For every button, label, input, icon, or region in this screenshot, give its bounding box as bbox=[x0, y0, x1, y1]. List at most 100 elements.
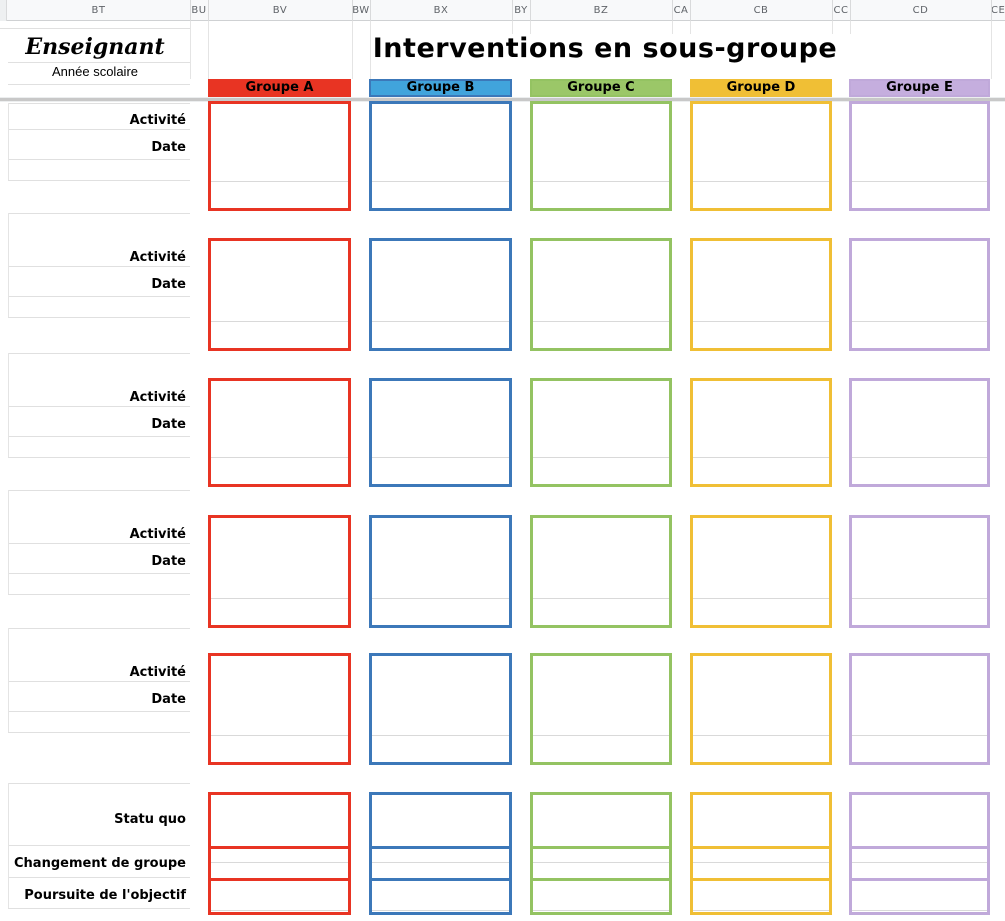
gridline bbox=[512, 21, 513, 34]
ruler-separator bbox=[208, 0, 209, 21]
poursuite-objectif-label[interactable]: Poursuite de l'objectif bbox=[24, 888, 186, 903]
activity-cell-d5[interactable] bbox=[690, 653, 832, 765]
activity-cell-d2[interactable] bbox=[690, 238, 832, 351]
date-label-3[interactable]: Date bbox=[151, 417, 186, 432]
activity-cell-e3[interactable] bbox=[849, 378, 990, 487]
gridline bbox=[693, 910, 829, 911]
teacher-label[interactable]: Enseignant bbox=[25, 34, 165, 60]
column-header-bw[interactable]: BW bbox=[352, 5, 370, 16]
activity-cell-d1[interactable] bbox=[690, 101, 832, 211]
activity-label-3[interactable]: Activité bbox=[129, 390, 186, 405]
gridline bbox=[8, 353, 9, 457]
gridline bbox=[211, 910, 348, 911]
gridline bbox=[693, 457, 829, 458]
gridline bbox=[852, 735, 987, 736]
activity-cell-a1[interactable] bbox=[208, 101, 351, 211]
activity-cell-b5[interactable] bbox=[369, 653, 512, 765]
gridline bbox=[372, 735, 509, 736]
activity-cell-a5[interactable] bbox=[208, 653, 351, 765]
column-header-bu[interactable]: BU bbox=[191, 5, 207, 16]
gridline bbox=[850, 21, 851, 34]
summary-cell-c[interactable] bbox=[530, 792, 672, 915]
date-label-1[interactable]: Date bbox=[151, 140, 186, 155]
summary-cell-e[interactable] bbox=[849, 792, 990, 915]
summary-cell-a[interactable] bbox=[208, 792, 351, 915]
ruler-separator bbox=[370, 0, 371, 21]
date-label-2[interactable]: Date bbox=[151, 277, 186, 292]
page-title[interactable]: Interventions en sous-groupe bbox=[372, 33, 838, 64]
activity-cell-e4[interactable] bbox=[849, 515, 990, 628]
gridline bbox=[8, 681, 190, 682]
gridline bbox=[8, 908, 190, 909]
activity-cell-b4[interactable] bbox=[369, 515, 512, 628]
gridline bbox=[372, 457, 509, 458]
column-header-bx[interactable]: BX bbox=[433, 5, 449, 16]
activity-cell-a2[interactable] bbox=[208, 238, 351, 351]
summary-cell-b[interactable] bbox=[369, 792, 512, 915]
gridline bbox=[991, 21, 992, 79]
gridline bbox=[8, 732, 190, 733]
activity-cell-d4[interactable] bbox=[690, 515, 832, 628]
activity-label-2[interactable]: Activité bbox=[129, 250, 186, 265]
gridline bbox=[8, 783, 9, 908]
activity-cell-a4[interactable] bbox=[208, 515, 351, 628]
column-header-ca[interactable]: CA bbox=[673, 5, 689, 16]
activity-label-4[interactable]: Activité bbox=[129, 527, 186, 542]
gridline bbox=[693, 598, 829, 599]
gridline bbox=[8, 711, 190, 712]
gridline bbox=[8, 62, 190, 63]
activity-label-1[interactable]: Activité bbox=[129, 113, 186, 128]
gridline bbox=[8, 628, 9, 732]
column-header-ce[interactable]: CE bbox=[991, 5, 1005, 16]
statu-quo-label[interactable]: Statu quo bbox=[114, 812, 186, 827]
group-band-d[interactable]: Groupe D bbox=[690, 79, 832, 97]
group-band-e[interactable]: Groupe E bbox=[849, 79, 990, 97]
gridline bbox=[8, 783, 190, 784]
activity-cell-c3[interactable] bbox=[530, 378, 672, 487]
school-year-label[interactable]: Année scolaire bbox=[52, 64, 138, 79]
gridline bbox=[352, 21, 353, 79]
gridline bbox=[211, 735, 348, 736]
activity-cell-c5[interactable] bbox=[530, 653, 672, 765]
ruler-separator bbox=[991, 0, 992, 21]
section-divider bbox=[372, 846, 509, 849]
group-band-a[interactable]: Groupe A bbox=[208, 79, 351, 97]
activity-cell-d3[interactable] bbox=[690, 378, 832, 487]
activity-cell-e2[interactable] bbox=[849, 238, 990, 351]
column-header-cb[interactable]: CB bbox=[753, 5, 769, 16]
activity-cell-b1[interactable] bbox=[369, 101, 512, 211]
gridline bbox=[8, 628, 190, 629]
gridline bbox=[8, 213, 9, 317]
gridline bbox=[8, 594, 190, 595]
changement-de-groupe-label[interactable]: Changement de groupe bbox=[14, 856, 186, 871]
date-label-5[interactable]: Date bbox=[151, 692, 186, 707]
gridline bbox=[8, 573, 190, 574]
column-header-bt[interactable]: BT bbox=[91, 5, 106, 16]
section-divider bbox=[693, 878, 829, 881]
summary-cell-d[interactable] bbox=[690, 792, 832, 915]
activity-cell-c1[interactable] bbox=[530, 101, 672, 211]
date-label-4[interactable]: Date bbox=[151, 554, 186, 569]
section-divider bbox=[693, 846, 829, 849]
activity-label-5[interactable]: Activité bbox=[129, 665, 186, 680]
gridline bbox=[533, 457, 669, 458]
group-band-c[interactable]: Groupe C bbox=[530, 79, 672, 97]
column-header-bv[interactable]: BV bbox=[272, 5, 288, 16]
activity-cell-b3[interactable] bbox=[369, 378, 512, 487]
row-header-stub bbox=[0, 0, 7, 21]
gridline bbox=[211, 181, 348, 182]
column-header-cd[interactable]: CD bbox=[912, 5, 929, 16]
activity-cell-b2[interactable] bbox=[369, 238, 512, 351]
gridline bbox=[8, 103, 9, 180]
activity-cell-c4[interactable] bbox=[530, 515, 672, 628]
column-header-cc[interactable]: CC bbox=[833, 5, 849, 16]
activity-cell-e5[interactable] bbox=[849, 653, 990, 765]
column-header-bz[interactable]: BZ bbox=[593, 5, 609, 16]
ruler-separator bbox=[672, 0, 673, 21]
activity-cell-e1[interactable] bbox=[849, 101, 990, 211]
activity-cell-c2[interactable] bbox=[530, 238, 672, 351]
column-header-by[interactable]: BY bbox=[514, 5, 528, 16]
activity-cell-a3[interactable] bbox=[208, 378, 351, 487]
group-band-b[interactable]: Groupe B bbox=[369, 79, 512, 97]
gridline bbox=[370, 21, 371, 79]
